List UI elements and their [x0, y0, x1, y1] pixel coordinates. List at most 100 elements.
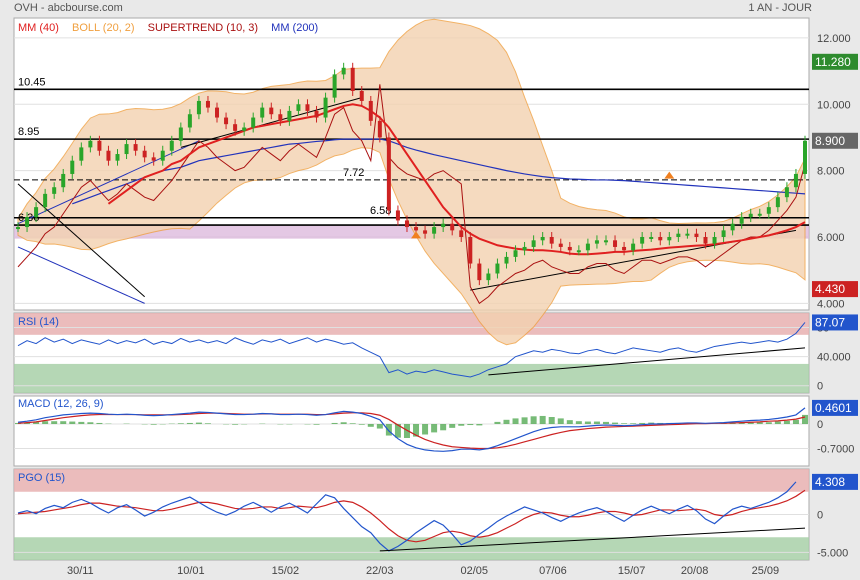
- legend-mm200: MM (200): [271, 22, 319, 34]
- ytick-label-rsi: 0: [817, 381, 823, 393]
- macd-histogram-bar: [413, 424, 420, 437]
- macd-histogram-bar: [51, 421, 58, 424]
- candle-body: [142, 150, 147, 158]
- candle-body: [703, 237, 708, 244]
- candle-body: [296, 104, 301, 111]
- rsi-line: [17, 322, 806, 378]
- xtick-label: 07/06: [539, 565, 567, 577]
- macd-histogram-bar: [340, 422, 347, 424]
- candle-body: [477, 263, 482, 281]
- last-price-text: 8.900: [815, 134, 845, 148]
- macd-histogram-bar: [783, 420, 790, 424]
- macd-histogram-bar: [756, 422, 763, 424]
- period-label: 1 AN - JOUR: [748, 2, 812, 14]
- ytick-label-price: 10.000: [817, 99, 851, 111]
- xtick-label: 02/05: [460, 565, 488, 577]
- macd-histogram-bar: [575, 421, 582, 424]
- candle-body: [441, 223, 446, 228]
- macd-histogram-bar: [593, 421, 600, 424]
- xtick-label: 15/02: [272, 565, 300, 577]
- pgo-value-badge: [812, 473, 858, 490]
- candle-body: [25, 217, 30, 228]
- macd-histogram-bar: [476, 424, 483, 426]
- candle-body: [115, 154, 120, 161]
- candle-body: [766, 207, 771, 214]
- candle-body: [106, 150, 111, 161]
- macd-histogram-bar: [774, 421, 781, 424]
- candle-body: [549, 237, 554, 244]
- candle-body: [522, 246, 527, 251]
- trendline: [17, 183, 145, 298]
- panel-macd: [13, 395, 810, 467]
- candle-body: [224, 117, 229, 125]
- xtick-label: 22/03: [366, 565, 394, 577]
- candle-body: [748, 213, 753, 218]
- candle-body: [242, 127, 247, 131]
- candle-body: [576, 250, 581, 253]
- macd-histogram-bar: [449, 424, 456, 428]
- pgo-value-text: 4.308: [815, 475, 845, 489]
- candle-body: [803, 140, 807, 174]
- candle-body: [341, 67, 346, 75]
- macd-histogram-bar: [33, 421, 40, 424]
- candle-body: [730, 223, 735, 231]
- candle-body: [712, 237, 717, 244]
- candle-body: [178, 127, 183, 141]
- xtick-label: 15/07: [618, 565, 646, 577]
- macd-histogram-bar: [792, 419, 799, 424]
- candle-body: [622, 246, 627, 251]
- macd-histogram-bar: [232, 424, 239, 425]
- macd-histogram-bar: [738, 422, 745, 424]
- macd-histogram-bar: [512, 418, 519, 424]
- macd-histogram-bar: [566, 420, 573, 424]
- macd-histogram-bar: [467, 424, 474, 426]
- candle-body: [70, 160, 75, 174]
- candle-body: [386, 137, 391, 211]
- signal-arrow: [411, 231, 422, 239]
- legend-mm40: MM (40): [18, 22, 59, 34]
- macd-histogram-bar: [539, 415, 546, 424]
- macd-histogram-bar: [186, 422, 193, 424]
- supertrend-line: [17, 84, 806, 305]
- signal-arrow: [664, 171, 675, 179]
- candle-body: [151, 157, 156, 161]
- candle-body: [16, 227, 20, 230]
- pgo-legend: PGO (15): [18, 472, 66, 484]
- candle-body: [34, 207, 39, 218]
- candle-body: [694, 233, 699, 237]
- xtick-label: 20/08: [681, 565, 709, 577]
- overbought-zone-pgo: [14, 469, 809, 492]
- rsi-value-badge: [812, 314, 858, 331]
- candle-body: [133, 144, 138, 151]
- candle-body: [43, 193, 48, 208]
- macd-histogram-bar: [639, 422, 646, 424]
- candle-body: [603, 240, 608, 243]
- ytick-label-price: 4.000: [817, 298, 845, 310]
- macd-histogram-bar: [358, 424, 365, 425]
- candle-body: [784, 187, 789, 198]
- macd-histogram-bar: [177, 423, 184, 424]
- candle-body: [97, 140, 102, 151]
- overbought-zone-rsi: [14, 313, 809, 335]
- candle-body: [160, 150, 165, 161]
- last-price-badge: [812, 132, 858, 149]
- macd-histogram-bar: [747, 422, 754, 424]
- candle-body: [640, 237, 645, 244]
- candle-body: [423, 230, 428, 234]
- level-label: 8.95: [18, 126, 39, 138]
- macd-histogram-bar: [204, 423, 211, 424]
- xtick-label: 10/01: [177, 565, 205, 577]
- candle-body: [676, 233, 681, 237]
- candle-body: [278, 114, 283, 121]
- candle-body: [196, 100, 201, 115]
- macd-histogram-bar: [42, 421, 49, 424]
- macd-histogram-bar: [458, 424, 465, 426]
- candle-body: [395, 210, 400, 221]
- candle-body: [495, 263, 500, 274]
- legend-boll: BOLL (20, 2): [72, 22, 135, 34]
- candle-body: [757, 213, 762, 216]
- candle-body: [613, 240, 618, 247]
- macd-histogram-bar: [150, 424, 157, 425]
- macd-histogram-bar: [494, 421, 501, 424]
